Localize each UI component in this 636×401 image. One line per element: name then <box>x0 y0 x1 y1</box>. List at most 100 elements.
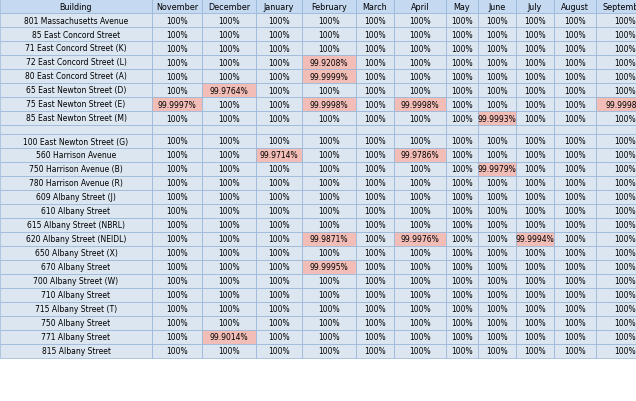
Bar <box>554 176 596 190</box>
Bar <box>446 330 478 344</box>
Bar <box>202 205 256 219</box>
Text: 100%: 100% <box>318 333 340 342</box>
Bar <box>356 233 394 246</box>
Text: 100%: 100% <box>218 263 240 272</box>
Text: 100%: 100% <box>451 72 473 81</box>
Bar <box>256 274 302 288</box>
Text: May: May <box>453 2 470 12</box>
Text: 100%: 100% <box>614 179 636 188</box>
Text: March: March <box>363 2 387 12</box>
Text: 100%: 100% <box>564 179 586 188</box>
Text: 100%: 100% <box>524 207 546 216</box>
Bar <box>394 302 446 316</box>
Bar <box>516 176 554 190</box>
Bar <box>446 0 478 14</box>
Text: 100%: 100% <box>451 59 473 67</box>
Bar <box>478 162 516 176</box>
Bar <box>478 288 516 302</box>
Bar <box>356 42 394 56</box>
Bar <box>0 14 152 28</box>
Text: 100%: 100% <box>318 45 340 53</box>
Bar <box>446 233 478 246</box>
Bar <box>394 330 446 344</box>
Text: 100%: 100% <box>409 114 431 123</box>
Text: 100%: 100% <box>614 193 636 202</box>
Text: 100%: 100% <box>614 305 636 314</box>
Bar <box>256 42 302 56</box>
Bar <box>152 316 202 330</box>
Bar <box>554 98 596 112</box>
Text: 750 Albany Street: 750 Albany Street <box>41 319 111 328</box>
Bar <box>516 190 554 205</box>
Text: 100%: 100% <box>564 263 586 272</box>
Text: 100%: 100% <box>166 207 188 216</box>
Bar <box>394 135 446 149</box>
Text: 100%: 100% <box>564 221 586 230</box>
Text: 99.9998%: 99.9998% <box>310 100 349 109</box>
Text: 100%: 100% <box>409 30 431 39</box>
Bar <box>516 42 554 56</box>
Bar <box>356 162 394 176</box>
Text: 99.9994%: 99.9994% <box>516 235 555 244</box>
Bar <box>302 0 356 14</box>
Bar <box>0 233 152 246</box>
Bar <box>516 344 554 358</box>
Text: 100%: 100% <box>166 59 188 67</box>
Bar <box>152 56 202 70</box>
Bar <box>152 84 202 98</box>
Text: 100%: 100% <box>218 249 240 258</box>
Bar <box>516 126 554 135</box>
Bar <box>516 260 554 274</box>
Bar <box>202 274 256 288</box>
Text: 100%: 100% <box>564 333 586 342</box>
Text: 100%: 100% <box>524 16 546 25</box>
Text: 100%: 100% <box>524 305 546 314</box>
Text: 100%: 100% <box>614 59 636 67</box>
Bar <box>152 70 202 84</box>
Bar <box>478 176 516 190</box>
Bar <box>554 14 596 28</box>
Text: 99.9714%: 99.9714% <box>259 151 298 160</box>
Text: June: June <box>488 2 506 12</box>
Bar <box>478 260 516 274</box>
Text: 771 Albany Street: 771 Albany Street <box>41 333 111 342</box>
Text: 100%: 100% <box>564 305 586 314</box>
Text: 100%: 100% <box>564 114 586 123</box>
Text: 99.9997%: 99.9997% <box>158 100 197 109</box>
Bar <box>256 135 302 149</box>
Text: 100%: 100% <box>409 277 431 286</box>
Bar <box>596 0 636 14</box>
Text: 100%: 100% <box>614 333 636 342</box>
Text: 100%: 100% <box>614 16 636 25</box>
Text: 100%: 100% <box>166 277 188 286</box>
Bar <box>202 176 256 190</box>
Text: 100%: 100% <box>486 86 508 95</box>
Text: 100%: 100% <box>451 30 473 39</box>
Text: 100%: 100% <box>451 319 473 328</box>
Text: 100%: 100% <box>268 30 290 39</box>
Text: 615 Albany Street (NBRL): 615 Albany Street (NBRL) <box>27 221 125 230</box>
Bar <box>554 84 596 98</box>
Text: 100%: 100% <box>486 263 508 272</box>
Bar <box>202 42 256 56</box>
Text: 100%: 100% <box>268 114 290 123</box>
Bar <box>202 162 256 176</box>
Text: 100%: 100% <box>524 86 546 95</box>
Text: 100%: 100% <box>524 165 546 174</box>
Text: 100%: 100% <box>166 333 188 342</box>
Text: 99.9764%: 99.9764% <box>210 86 249 95</box>
Bar <box>554 260 596 274</box>
Bar <box>554 205 596 219</box>
Text: 100%: 100% <box>564 207 586 216</box>
Bar <box>394 162 446 176</box>
Text: 100%: 100% <box>218 165 240 174</box>
Bar <box>356 112 394 126</box>
Bar <box>478 302 516 316</box>
Text: 100%: 100% <box>524 319 546 328</box>
Text: 100%: 100% <box>524 263 546 272</box>
Text: 100%: 100% <box>218 179 240 188</box>
Bar <box>356 205 394 219</box>
Bar <box>478 316 516 330</box>
Text: 100%: 100% <box>409 291 431 300</box>
Text: 100%: 100% <box>364 137 386 146</box>
